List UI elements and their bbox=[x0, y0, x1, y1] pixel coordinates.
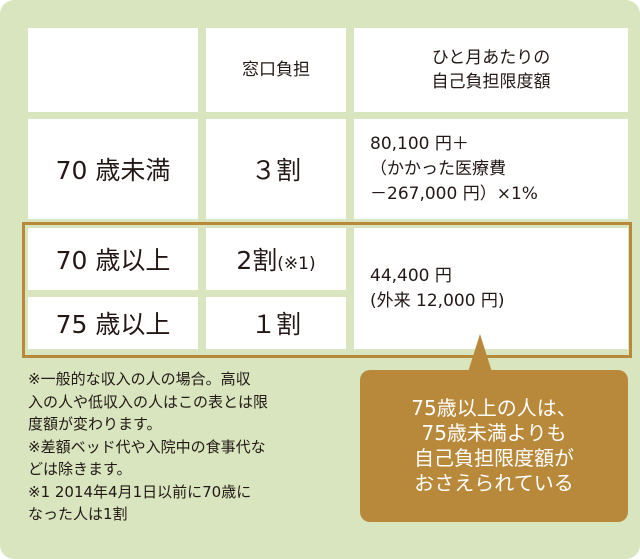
note-line: ※1 2014年4月1日以前に70歳に bbox=[28, 482, 252, 501]
rate-cell: １割 bbox=[206, 297, 346, 349]
limit-text: －267,000 円）×1% bbox=[370, 183, 538, 204]
callout-line: 75歳以上の人は、 bbox=[411, 396, 577, 420]
row-label-cell: 75 歳以上 bbox=[28, 297, 198, 349]
note-line: ※差額ベッド代や入院中の食事代な bbox=[28, 437, 266, 456]
callout: 75歳以上の人は、 75歳未満よりも 自己負担限度額が おさえられている bbox=[360, 370, 628, 522]
note-line: なった人は1割 bbox=[28, 505, 128, 523]
row-label: 70 歳未満 bbox=[55, 156, 171, 185]
limit-text: （かかった医療費 bbox=[370, 158, 506, 179]
rate-cell: ３割 bbox=[206, 119, 346, 219]
header-text: 自己負担限度額 bbox=[431, 72, 551, 92]
shared-limit-cell: 44,400 円 (外来 12,000 円) bbox=[354, 228, 628, 349]
limit-text: 44,400 円 bbox=[370, 265, 452, 286]
callout-line: 自己負担限度額が bbox=[414, 446, 574, 470]
header-empty-cell bbox=[28, 28, 198, 112]
row-label-cell: 70 歳未満 bbox=[28, 119, 198, 219]
note-line: 度額が変わります。 bbox=[28, 415, 162, 433]
row-label: 75 歳以上 bbox=[55, 310, 171, 339]
limit-cell: 80,100 円＋ （かかった医療費 －267,000 円）×1% bbox=[354, 119, 628, 219]
header-text: 窓口負担 bbox=[242, 60, 310, 80]
rate-cell: 2割(※1) bbox=[206, 228, 346, 290]
rate: １割 bbox=[250, 310, 301, 339]
note-line: ※一般的な収入の人の場合。高収 bbox=[28, 370, 251, 388]
header-cell: ひと月あたりの 自己負担限度額 bbox=[354, 28, 628, 112]
note-line: どは除きます。 bbox=[28, 460, 132, 478]
limit-text: (外来 12,000 円) bbox=[370, 290, 505, 311]
row-label-cell: 70 歳以上 bbox=[28, 228, 198, 290]
note-line: 入の人や低収入の人はこの表とは限 bbox=[28, 392, 269, 411]
row-label: 70 歳以上 bbox=[55, 246, 171, 275]
rate: ３割 bbox=[250, 156, 301, 185]
highlight-frame bbox=[22, 222, 632, 358]
notes: ※一般的な収入の人の場合。高収 入の人や低収入の人はこの表とは限 度額が変わりま… bbox=[28, 368, 348, 526]
rate-note: (※1) bbox=[277, 254, 316, 274]
rate-value: 2割 bbox=[236, 246, 278, 275]
header-text: ひと月あたりの bbox=[431, 48, 551, 68]
header-cell: 窓口負担 bbox=[206, 28, 346, 112]
callout-line: おさえられている bbox=[414, 471, 574, 495]
limit-text: 80,100 円＋ bbox=[370, 133, 469, 154]
callout-line: 75歳未満よりも bbox=[421, 421, 567, 445]
rate: 2割(※1) bbox=[236, 241, 315, 277]
